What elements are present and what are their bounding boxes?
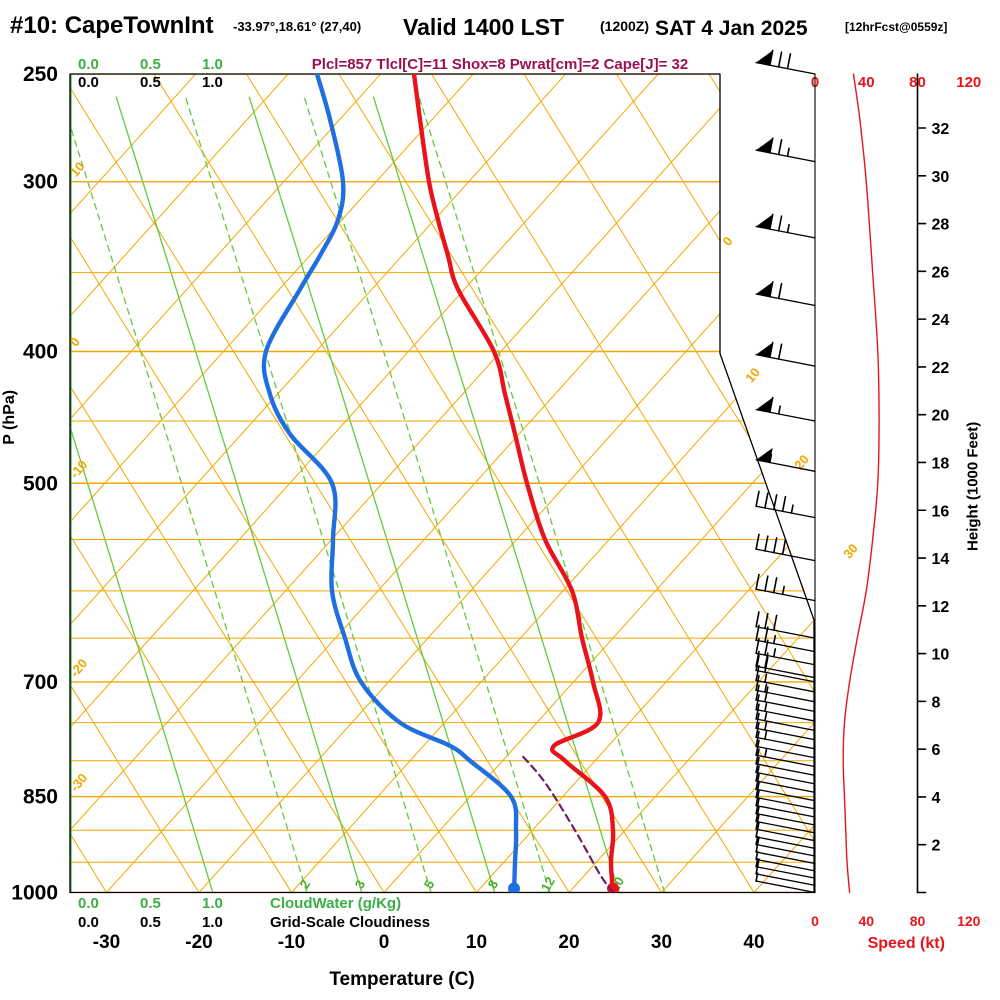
- svg-text:0.0: 0.0: [78, 74, 99, 91]
- svg-text:2: 2: [932, 838, 941, 855]
- svg-text:1000: 1000: [11, 882, 58, 905]
- svg-text:18: 18: [932, 455, 950, 472]
- svg-text:120: 120: [957, 913, 981, 929]
- svg-text:80: 80: [910, 913, 926, 929]
- svg-text:20: 20: [932, 408, 950, 425]
- svg-text:0.0: 0.0: [78, 914, 99, 931]
- svg-text:10: 10: [466, 932, 487, 953]
- svg-text:0.5: 0.5: [140, 895, 161, 912]
- svg-text:1.0: 1.0: [202, 914, 223, 931]
- svg-text:14: 14: [932, 551, 950, 568]
- svg-text:0.0: 0.0: [78, 895, 99, 912]
- svg-text:30: 30: [651, 932, 672, 953]
- svg-text:0.5: 0.5: [140, 74, 161, 91]
- svg-text:500: 500: [23, 472, 58, 495]
- svg-text:P (hPa): P (hPa): [1, 390, 18, 445]
- svg-text:0: 0: [811, 913, 819, 929]
- svg-text:Speed (kt): Speed (kt): [868, 935, 945, 952]
- svg-text:Height (1000 Feet): Height (1000 Feet): [965, 422, 982, 551]
- svg-text:1.0: 1.0: [202, 74, 223, 91]
- svg-text:Valid 1400 LST: Valid 1400 LST: [403, 14, 564, 40]
- svg-text:0.0: 0.0: [78, 56, 99, 73]
- svg-text:120: 120: [956, 74, 981, 91]
- svg-text:6: 6: [932, 742, 941, 759]
- svg-text:[12hrFcst@0559z]: [12hrFcst@0559z]: [845, 20, 947, 34]
- svg-text:Temperature (C): Temperature (C): [329, 969, 474, 990]
- svg-text:4: 4: [932, 790, 941, 807]
- svg-text:28: 28: [932, 217, 950, 234]
- svg-text:-10: -10: [278, 932, 305, 953]
- svg-text:26: 26: [932, 264, 950, 281]
- svg-text:250: 250: [23, 63, 58, 86]
- svg-text:24: 24: [932, 312, 950, 329]
- svg-text:CloudWater (g/Kg): CloudWater (g/Kg): [270, 895, 401, 912]
- svg-text:1.0: 1.0: [202, 895, 223, 912]
- svg-text:16: 16: [932, 503, 950, 520]
- svg-text:8: 8: [932, 694, 941, 711]
- svg-text:22: 22: [932, 360, 950, 377]
- svg-text:30: 30: [932, 169, 950, 186]
- svg-text:12: 12: [932, 599, 950, 616]
- svg-text:0.5: 0.5: [140, 914, 161, 931]
- svg-text:10: 10: [742, 365, 763, 386]
- svg-text:40: 40: [743, 932, 764, 953]
- svg-text:700: 700: [23, 671, 58, 694]
- svg-text:-30: -30: [93, 932, 120, 953]
- svg-text:1.0: 1.0: [202, 56, 223, 73]
- svg-text:0.5: 0.5: [140, 56, 161, 73]
- svg-text:850: 850: [23, 786, 58, 809]
- svg-text:32: 32: [932, 121, 950, 138]
- svg-text:0: 0: [719, 234, 735, 249]
- svg-text:-20: -20: [185, 932, 212, 953]
- svg-text:#10: CapeTownInt: #10: CapeTownInt: [10, 12, 214, 39]
- svg-text:40: 40: [858, 74, 875, 91]
- svg-text:30: 30: [840, 541, 861, 562]
- svg-text:SAT 4 Jan 2025: SAT 4 Jan 2025: [655, 17, 808, 40]
- svg-text:-33.97°,18.61° (27,40): -33.97°,18.61° (27,40): [233, 19, 361, 34]
- svg-text:0: 0: [379, 932, 390, 953]
- svg-text:40: 40: [858, 913, 874, 929]
- svg-text:10: 10: [932, 647, 950, 664]
- svg-text:Grid-Scale Cloudiness: Grid-Scale Cloudiness: [270, 914, 430, 931]
- svg-text:400: 400: [23, 341, 58, 364]
- svg-text:300: 300: [23, 171, 58, 194]
- svg-text:(1200Z): (1200Z): [600, 18, 649, 34]
- svg-text:Plcl=857 Tlcl[C]=11 Shox=8 Pwr: Plcl=857 Tlcl[C]=11 Shox=8 Pwrat[cm]=2 C…: [312, 56, 688, 73]
- svg-text:20: 20: [558, 932, 579, 953]
